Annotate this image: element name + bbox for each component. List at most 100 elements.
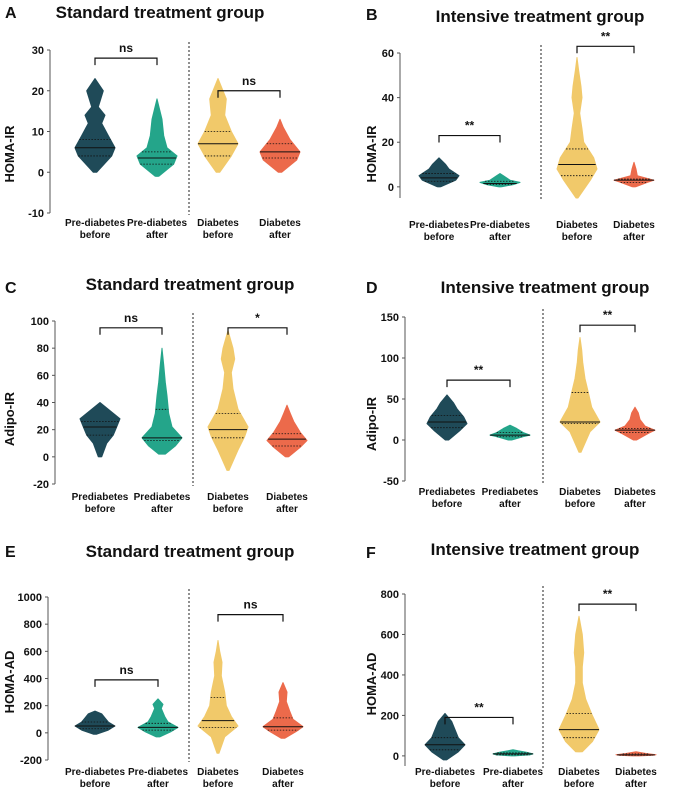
- y-tick-label: 20: [37, 425, 49, 437]
- panel-letter: E: [5, 544, 16, 561]
- x-category-label-line: Diabetes: [262, 767, 304, 778]
- x-category-label-line: Diabetes: [614, 487, 656, 498]
- x-category-label: Pre-diabetes before: [409, 220, 469, 243]
- panel-f: F Intensive treatment group HOMA-AD 0 200 400…: [364, 540, 657, 790]
- x-category-label-line: before: [565, 499, 596, 510]
- y-tick-label: 40: [382, 93, 394, 105]
- x-category-label: Prediabetes before: [72, 492, 129, 515]
- x-category-label: Prediabetes after: [134, 492, 191, 515]
- x-category-label-line: before: [80, 230, 111, 241]
- y-tick-label: 400: [24, 674, 42, 686]
- y-tick-label: -200: [20, 755, 42, 767]
- panel-d: D Intensive treatment group Adipo-IR -50 0 50…: [364, 278, 656, 510]
- significance-bracket: [446, 379, 511, 388]
- x-category-label: Diabetes before: [207, 492, 249, 515]
- panel-letter: D: [366, 280, 378, 297]
- significance-label: ns: [124, 311, 138, 325]
- x-category-label: Diabetes after: [613, 220, 655, 243]
- x-category-label-line: after: [625, 779, 647, 790]
- significance-label: ns: [242, 74, 256, 88]
- x-category-label-line: before: [430, 779, 461, 790]
- y-tick-label: 0: [388, 182, 394, 194]
- x-category-label-line: Prediabetes: [72, 492, 129, 503]
- y-axis-label: HOMA-IR: [364, 125, 379, 183]
- x-category-label: Diabetes before: [197, 767, 239, 790]
- x-category-label-line: before: [203, 779, 234, 790]
- y-tick-label: 200: [381, 710, 399, 722]
- x-category-label-line: before: [80, 779, 111, 790]
- y-axis-label: HOMA-AD: [2, 651, 17, 714]
- x-category-label: Pre-diabetes after: [483, 767, 543, 790]
- x-category-label-line: before: [85, 504, 116, 515]
- x-category-label-line: Pre-diabetes: [483, 767, 543, 778]
- x-category-label: Diabetes before: [559, 487, 601, 510]
- x-category-label-line: Pre-diabetes: [128, 767, 188, 778]
- violin-1: [418, 157, 460, 188]
- y-tick-label: 800: [24, 619, 42, 631]
- x-category-label-line: Prediabetes: [419, 487, 476, 498]
- violin-4: [613, 161, 655, 188]
- violin-2: [137, 698, 179, 738]
- chart-title: Standard treatment group: [56, 3, 265, 22]
- panel-letter: C: [5, 280, 17, 297]
- x-category-label-line: after: [272, 779, 294, 790]
- x-category-label-line: Diabetes: [197, 767, 239, 778]
- y-tick-label: -10: [28, 208, 44, 220]
- y-tick-label: 60: [37, 370, 49, 382]
- x-category-label-line: Pre-diabetes: [470, 220, 530, 231]
- x-category-label: Pre-diabetes after: [127, 218, 187, 241]
- y-tick-label: 1000: [18, 592, 42, 604]
- x-category-label: Pre-diabetes after: [128, 767, 188, 790]
- y-tick-label: 20: [382, 137, 394, 149]
- y-axis-label: HOMA-AD: [364, 653, 379, 716]
- y-tick-label: 20: [32, 86, 44, 98]
- violin-1: [79, 402, 121, 458]
- y-tick-label: 0: [393, 751, 399, 763]
- y-axis-label: HOMA-IR: [2, 125, 17, 183]
- significance-label: **: [465, 119, 475, 133]
- y-tick-label: 40: [37, 398, 49, 410]
- x-category-label-line: Diabetes: [259, 218, 301, 229]
- x-category-label-line: after: [146, 230, 168, 241]
- x-category-label-line: Diabetes: [615, 767, 657, 778]
- x-category-label: Pre-diabetes before: [65, 767, 125, 790]
- chart-title: Intensive treatment group: [441, 278, 650, 297]
- y-axis-label: Adipo-IR: [364, 396, 379, 451]
- x-category-label: Prediabetes before: [419, 487, 476, 510]
- x-category-label: Diabetes before: [558, 767, 600, 790]
- x-category-label: Diabetes after: [266, 492, 308, 515]
- panel-c: C Standard treatment group Adipo-IR -20 0 20 4…: [2, 275, 308, 515]
- violin-3: [197, 78, 239, 173]
- y-tick-label: 0: [36, 728, 42, 740]
- significance-label: *: [255, 311, 260, 325]
- panel-a: A Standard treatment group HOMA-IR -10 0 10 20…: [2, 3, 301, 241]
- x-category-label-line: Diabetes: [207, 492, 249, 503]
- x-category-label-line: before: [213, 504, 244, 515]
- x-category-label-line: after: [499, 499, 521, 510]
- x-category-label-line: before: [203, 230, 234, 241]
- violin-1: [424, 712, 466, 761]
- x-category-label-line: after: [151, 504, 173, 515]
- y-tick-label: 0: [43, 452, 49, 464]
- chart-title: Standard treatment group: [86, 275, 295, 294]
- panel-b: B Intensive treatment group HOMA-IR 0 20 40 60…: [364, 7, 655, 243]
- chart-title: Standard treatment group: [86, 542, 295, 561]
- x-category-label-line: after: [624, 499, 646, 510]
- y-tick-label: 800: [381, 589, 399, 601]
- x-category-label: Pre-diabetes after: [470, 220, 530, 243]
- x-category-label-line: after: [502, 779, 524, 790]
- x-category-label-line: before: [564, 779, 595, 790]
- y-tick-label: 600: [381, 629, 399, 641]
- y-tick-label: -50: [383, 476, 399, 488]
- x-category-label: Pre-diabetes before: [65, 218, 125, 241]
- x-category-label: Diabetes after: [262, 767, 304, 790]
- x-category-label-line: Pre-diabetes: [415, 767, 475, 778]
- x-category-label-line: Pre-diabetes: [65, 767, 125, 778]
- x-category-label-line: Diabetes: [559, 487, 601, 498]
- y-tick-label: 0: [393, 435, 399, 447]
- x-category-label-line: before: [432, 499, 463, 510]
- significance-bracket: [444, 716, 514, 725]
- x-category-label: Diabetes after: [614, 487, 656, 510]
- x-category-label-line: Pre-diabetes: [65, 218, 125, 229]
